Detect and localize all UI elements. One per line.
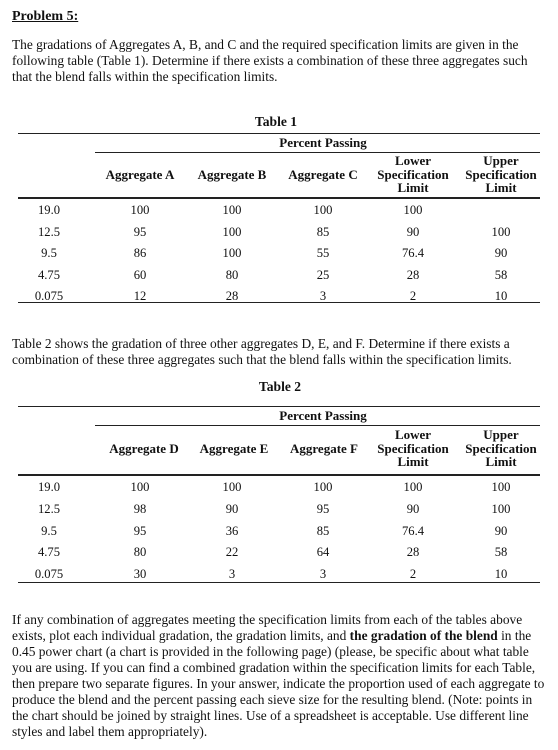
closing-text-2: in the 0.45 power chart (a chart is prov… bbox=[12, 628, 545, 739]
table1-cell-lower: 28 bbox=[406, 267, 420, 282]
table1-cell-a: 12 bbox=[133, 289, 147, 303]
problem-heading: Problem 5: bbox=[12, 9, 79, 24]
table1-super-header: Percent Passing bbox=[279, 135, 367, 150]
table1-cell-upper: 58 bbox=[494, 267, 508, 282]
table2-header-d: Aggregate D bbox=[109, 441, 179, 456]
table2-cell-sieve: 9.5 bbox=[41, 523, 57, 538]
table2-cell-a: 100 bbox=[130, 480, 150, 494]
table1-header-b: Aggregate B bbox=[197, 167, 267, 182]
middle-paragraph: Table 2 shows the gradation of three oth… bbox=[12, 336, 512, 368]
table1-cell-c: 3 bbox=[319, 289, 327, 303]
table2-cell-c: 95 bbox=[316, 501, 330, 516]
table1-cell-c: 55 bbox=[316, 246, 330, 260]
table1-cell-b: 100 bbox=[222, 224, 242, 239]
table1-cell-a: 86 bbox=[133, 246, 147, 260]
table1-cell-b: 100 bbox=[222, 203, 242, 217]
table1-cell-sieve: 19.0 bbox=[37, 203, 61, 217]
table2-cell-lower: 2 bbox=[409, 567, 417, 582]
table2-cell-lower: 90 bbox=[406, 501, 420, 516]
table1-cell-sieve: 12.5 bbox=[37, 224, 61, 239]
table2-super-rule bbox=[95, 425, 540, 426]
intro-paragraph: The gradations of Aggregates A, B, and C… bbox=[12, 37, 528, 85]
table1-header-rule bbox=[18, 197, 540, 199]
table2-title: Table 2 bbox=[258, 379, 302, 394]
table1-cell-sieve: 4.75 bbox=[37, 267, 61, 282]
table2-cell-b: 36 bbox=[225, 523, 239, 538]
table1-header-lower: Lower Specification Limit bbox=[377, 153, 449, 195]
table1-header-c: Aggregate C bbox=[288, 167, 358, 182]
table1-header-upper: Upper Specification Limit bbox=[465, 153, 537, 195]
table1-cell-a: 95 bbox=[133, 224, 147, 239]
table2-header-upper: Upper Specification Limit bbox=[465, 427, 537, 469]
table1-cell-upper: 100 bbox=[491, 224, 511, 239]
closing-bold-text: the gradation of the blend bbox=[349, 628, 498, 643]
table2-cell-sieve: 4.75 bbox=[37, 545, 61, 560]
table2-cell-lower: 100 bbox=[403, 480, 423, 494]
table2-header-lower: Lower Specification Limit bbox=[377, 427, 449, 469]
table1-cell-lower: 2 bbox=[409, 289, 417, 303]
table2-header-f: Aggregate F bbox=[290, 441, 358, 456]
table1-cell-c: 85 bbox=[316, 224, 330, 239]
table1-cell-a: 100 bbox=[130, 203, 150, 217]
table2-cell-sieve: 12.5 bbox=[37, 501, 61, 516]
table2-cell-c: 64 bbox=[316, 545, 330, 560]
table1-cell-lower: 76.4 bbox=[401, 246, 425, 260]
table2-cell-c: 85 bbox=[316, 523, 330, 538]
table2-cell-sieve: 0.075 bbox=[34, 567, 64, 582]
table2-cell-a: 98 bbox=[133, 501, 147, 516]
table1-cell-b: 80 bbox=[225, 267, 239, 282]
table2-cell-lower: 28 bbox=[406, 545, 420, 560]
table2-cell-b: 22 bbox=[225, 545, 239, 560]
table2-super-header: Percent Passing bbox=[279, 408, 367, 423]
table1-cell-sieve: 9.5 bbox=[41, 246, 57, 260]
table2-cell-upper: 10 bbox=[494, 567, 508, 582]
table2-header-e: Aggregate E bbox=[199, 441, 269, 456]
closing-text-1: If any combination of aggregates meeting… bbox=[12, 612, 523, 643]
table2-header-rule bbox=[18, 474, 540, 476]
table1-cell-lower: 100 bbox=[403, 203, 423, 217]
table2-cell-b: 100 bbox=[222, 480, 242, 494]
table2-cell-a: 80 bbox=[133, 545, 147, 560]
table1-cell-b: 28 bbox=[225, 289, 239, 303]
table1-cell-a: 60 bbox=[133, 267, 147, 282]
table2-cell-c: 100 bbox=[313, 480, 333, 494]
table1-cell-c: 25 bbox=[316, 267, 330, 282]
table1-cell-lower: 90 bbox=[406, 224, 420, 239]
table2-bottom-rule bbox=[18, 582, 540, 583]
table2-cell-b: 3 bbox=[228, 567, 236, 582]
closing-paragraph: If any combination of aggregates meeting… bbox=[12, 612, 546, 740]
table1-header-a: Aggregate A bbox=[105, 167, 175, 182]
table2-cell-upper: 58 bbox=[494, 545, 508, 560]
table2-cell-a: 30 bbox=[133, 567, 147, 582]
table2-top-rule bbox=[18, 406, 540, 407]
table1-top-rule bbox=[18, 133, 540, 134]
table2-cell-lower: 76.4 bbox=[401, 523, 425, 538]
table1-cell-b: 100 bbox=[222, 246, 242, 260]
table2-cell-c: 3 bbox=[319, 567, 327, 582]
table2-cell-upper: 100 bbox=[491, 501, 511, 516]
table1-cell-sieve: 0.075 bbox=[34, 289, 64, 303]
table1-bottom-rule bbox=[18, 302, 540, 303]
table2-cell-upper: 90 bbox=[494, 523, 508, 538]
table1-title: Table 1 bbox=[254, 114, 298, 129]
table2-cell-upper: 100 bbox=[491, 480, 511, 494]
table1-cell-upper: 10 bbox=[494, 289, 508, 303]
table2-cell-a: 95 bbox=[133, 523, 147, 538]
table1-super-rule bbox=[95, 152, 540, 153]
table1-cell-upper: 90 bbox=[494, 246, 508, 260]
table2-cell-sieve: 19.0 bbox=[37, 480, 61, 494]
table2-cell-b: 90 bbox=[225, 501, 239, 516]
table1-cell-c: 100 bbox=[313, 203, 333, 217]
